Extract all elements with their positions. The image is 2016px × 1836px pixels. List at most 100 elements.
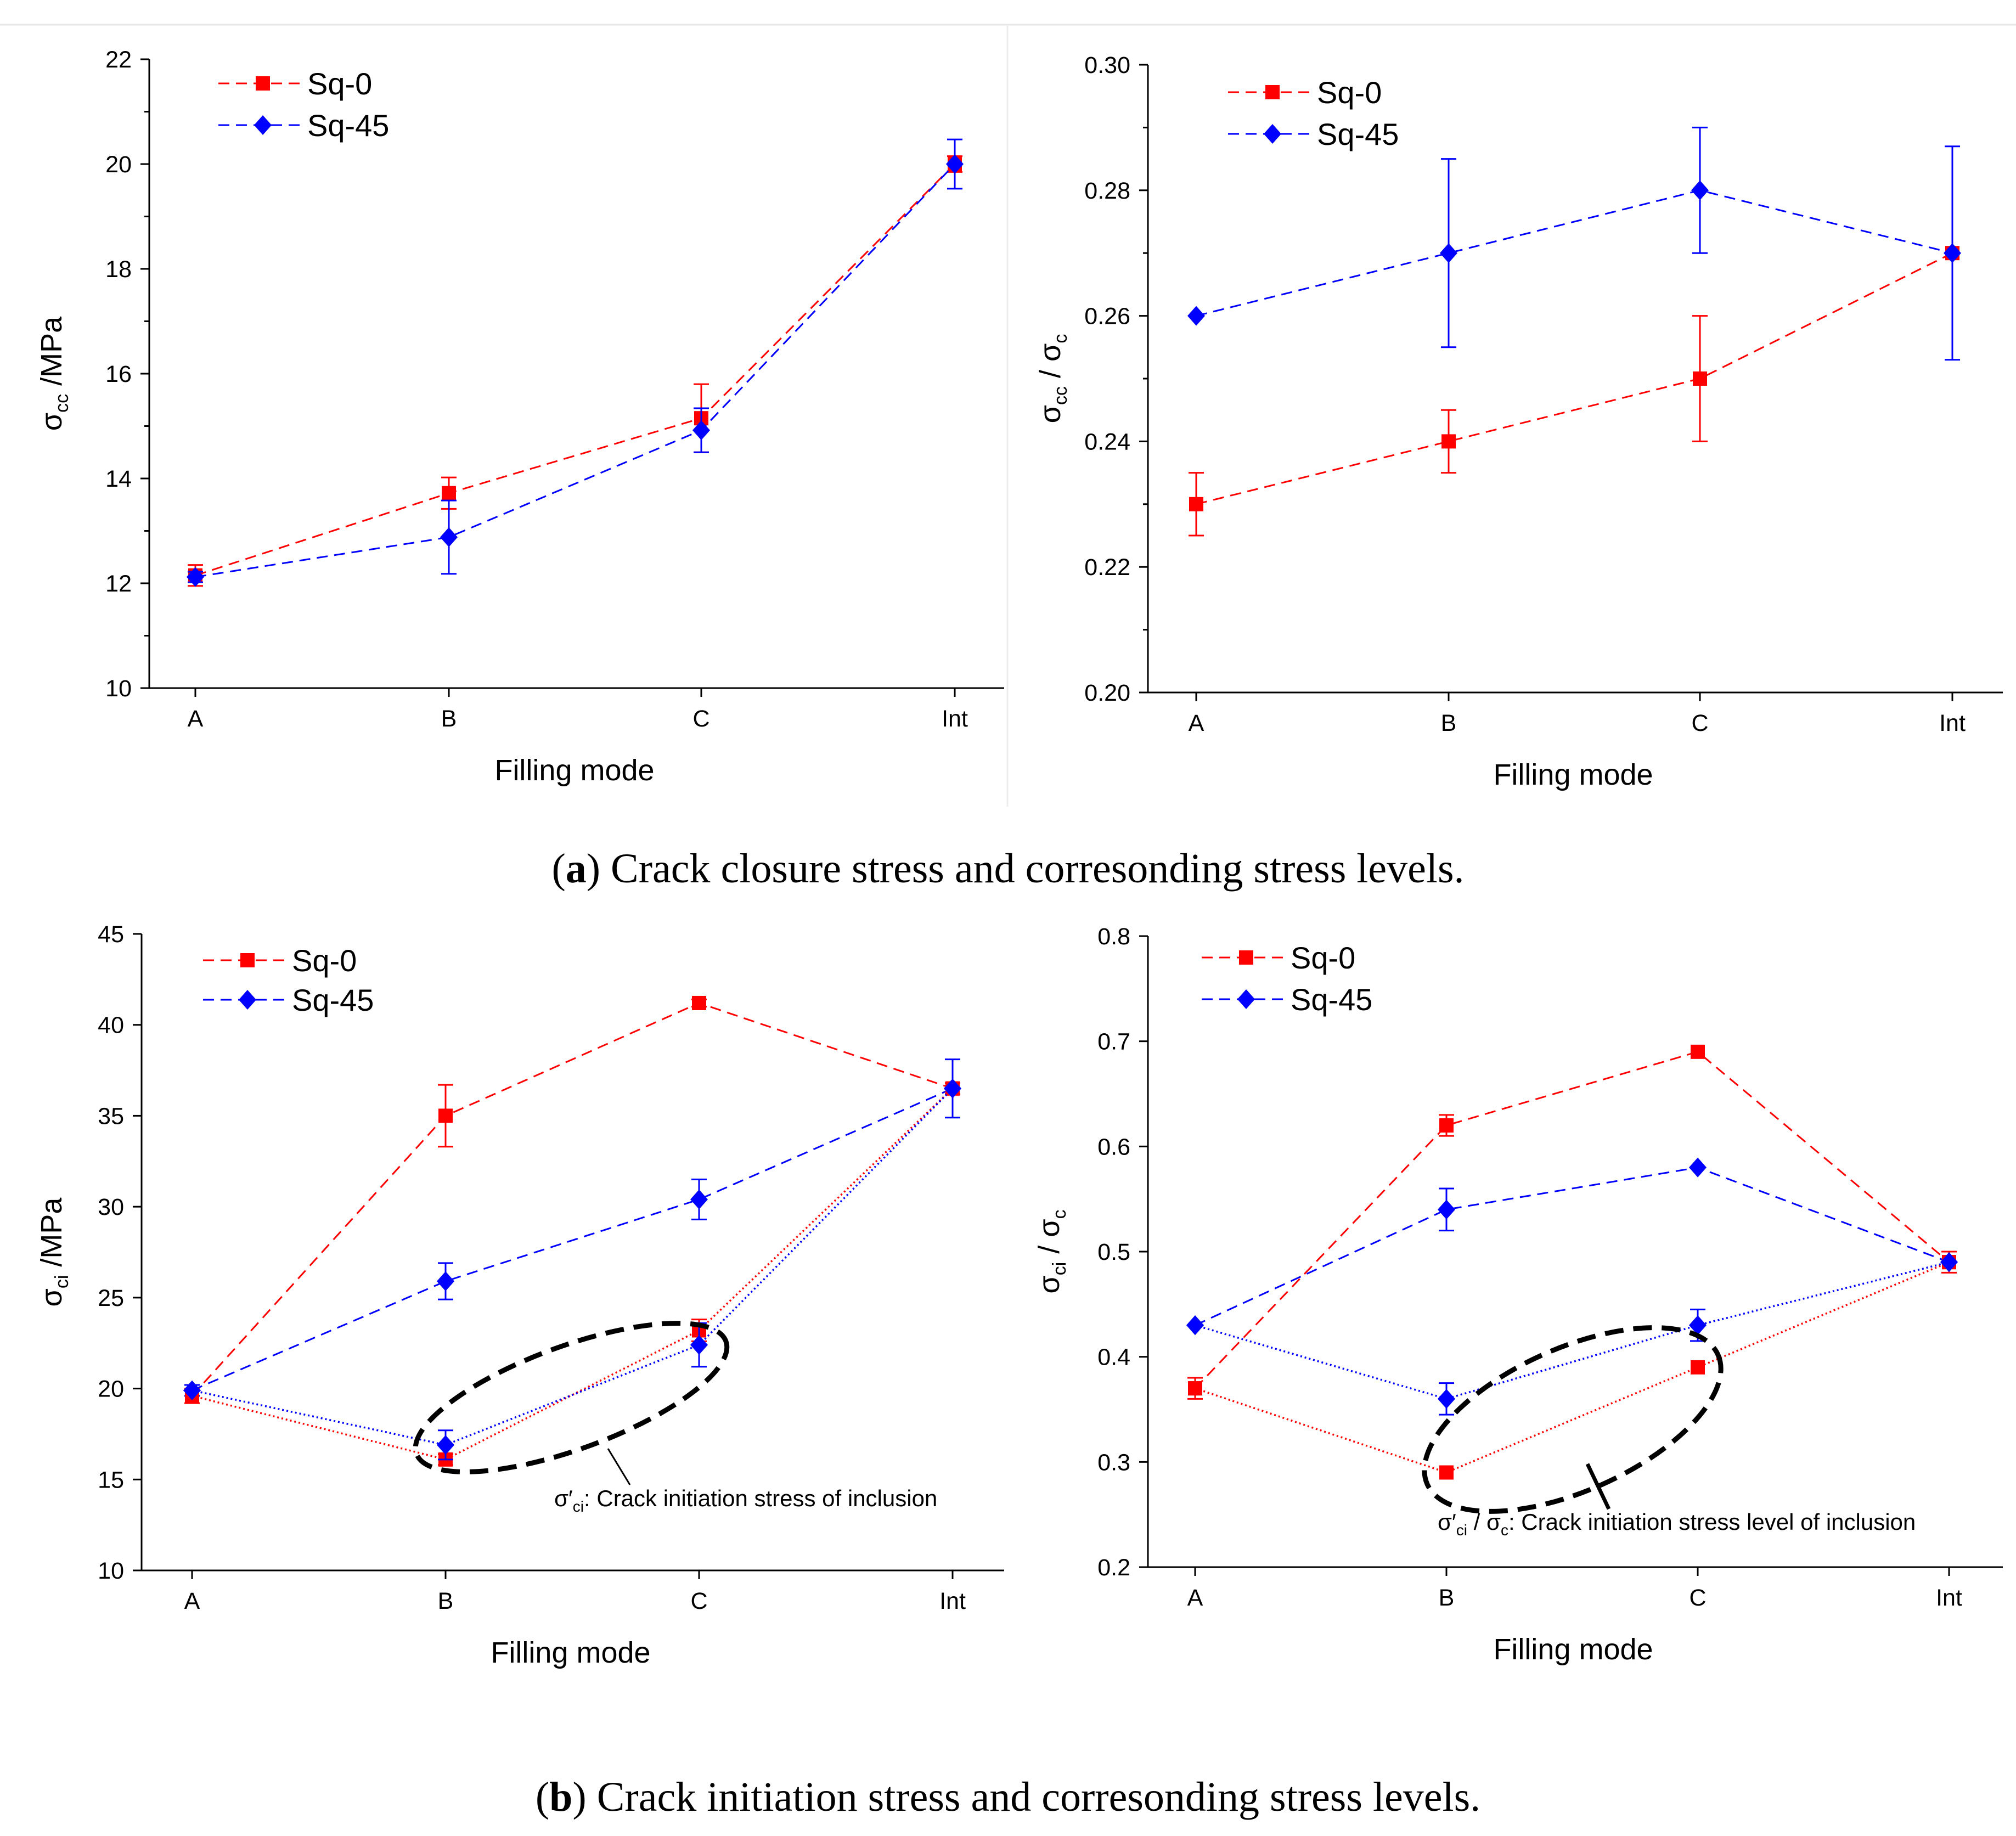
data-point [1439,1118,1454,1133]
data-point [690,1335,708,1355]
highlight-ellipse [1422,1325,1724,1514]
x-tick-label: B [1441,710,1457,736]
data-point [187,567,204,587]
y-tick-label: 0.24 [1084,429,1130,455]
data-point [1940,1252,1958,1272]
x-axis-label: Filling mode [1493,1633,1653,1666]
y-axis-label-symbol: σ [1033,1275,1066,1293]
y-tick-label: 0.22 [1084,554,1130,581]
x-tick-label: C [692,706,709,732]
data-point [1439,1465,1454,1480]
data-point [1691,1044,1705,1059]
data-point [944,1078,961,1099]
y-axis-label-text: /MPa [35,316,68,394]
chart-crack-closure-stress: 10 12 14 16 18 20 22 A B C Int Filling mode σcc /MPa… [35,47,1004,787]
data-point [1186,1315,1204,1336]
series-sq-45-dashed [1187,126,1961,361]
series-sq-0-dotted [185,1081,960,1467]
data-point [440,527,458,547]
legend-marker [1237,989,1255,1009]
annotation-symbol: σ′ [554,1485,573,1511]
legend: Sq-0 Sq-45 [218,66,389,143]
y-tick-label: 0.5 [1097,1239,1130,1265]
legend-label: Sq-0 [1317,75,1382,110]
y-tick-label: 16 [105,361,132,387]
legend-marker [256,76,270,91]
series-sq-45-dashed [187,138,964,587]
x-tick-label: C [1691,710,1708,736]
data-point [1944,243,1961,263]
x-tick-label: Int [942,706,968,732]
y-axis-label-text: / σ [1033,1219,1066,1261]
annotation-pointer [1585,1463,1611,1510]
x-tick-label: A [184,1588,200,1614]
x-tick-label: Int [939,1588,966,1614]
y-tick-label: 30 [98,1194,124,1220]
data-point [946,154,964,174]
y-axis-label-subscript: ci [1049,1262,1070,1276]
legend-label: Sq-45 [292,983,374,1017]
series-line [192,1088,954,1446]
x-tick-label: B [441,706,457,732]
series-line [1195,1261,1950,1474]
y-axis-label-symbol: σ [1034,405,1067,423]
legend-marker [240,953,255,967]
y-tick-label: 0.7 [1097,1029,1130,1055]
x-tick-label: Int [1936,1585,1962,1611]
annotation-label: σ′ci / σc: Crack initiation stress level… [1438,1509,1916,1539]
y-axis-label-text: /MPa [35,1197,68,1275]
data-point [438,1108,453,1123]
series-line [195,163,956,578]
annotation-text: : Crack initiation stress level of inclu… [1508,1509,1916,1535]
y-tick-label: 0.26 [1084,303,1130,330]
annotation-subscript: ci [573,1498,584,1515]
series-line [192,1088,954,1461]
legend-marker [1265,85,1280,99]
legend-label: Sq-0 [307,66,372,101]
y-axis-label-symbol: σ [35,413,68,431]
series-line [191,1002,953,1396]
y-axis-label-subscript: c [1050,334,1071,343]
annotation: σ′ci: Crack initiation stress of inclusi… [413,1321,937,1515]
chart-crack-initiation-stress-level: 0.2 0.3 0.4 0.5 0.6 0.7 0.8 A B C Int Filling mode σ… [1033,923,2003,1666]
y-tick-label: 0.6 [1097,1134,1130,1160]
series-sq-45-dashed [183,1058,961,1400]
y-axis-label: σcc / σc [1034,334,1071,424]
y-tick-label: 25 [98,1285,124,1311]
series-line [192,1088,953,1392]
annotation-pointer [607,1448,631,1485]
series-line [1196,252,1953,505]
x-axis-label: Filling mode [491,1636,650,1669]
data-point [1438,1199,1455,1220]
data-point [1691,1360,1705,1375]
legend-marker [239,990,256,1010]
legend: Sq-0 Sq-45 [1202,940,1372,1017]
data-point [1689,1315,1707,1336]
legend-label: Sq-45 [1317,117,1399,151]
legend: Sq-0 Sq-45 [203,943,374,1017]
y-tick-label: 14 [105,466,132,492]
legend-marker [1264,124,1281,144]
y-tick-label: 22 [105,47,132,73]
caption-b: (b) Crack initiation stress and correson… [536,1774,1480,1820]
y-axis-label-subscript: ci [52,1275,72,1289]
data-point [692,420,710,441]
x-axis-label: Filling mode [1493,758,1653,791]
data-point [437,1271,454,1292]
data-point [1438,1389,1455,1409]
caption-b-letter: b [549,1774,572,1820]
data-point [690,1189,708,1209]
series-sq-45-dashed [1186,1157,1958,1336]
y-axis-label-text: / σ [1034,343,1067,386]
annotation-symbol: σ′ [1438,1509,1456,1535]
legend-label: Sq-0 [292,943,357,978]
series-sq-45-dotted [1186,1252,1958,1416]
legend-marker [254,115,272,135]
annotation-subscript: ci [1456,1522,1467,1539]
x-axis-label: Filling mode [494,754,654,787]
legend-label: Sq-0 [1291,940,1355,975]
y-tick-label: 20 [98,1376,124,1403]
legend: Sq-0 Sq-45 [1228,75,1399,151]
data-point [1689,1157,1707,1178]
